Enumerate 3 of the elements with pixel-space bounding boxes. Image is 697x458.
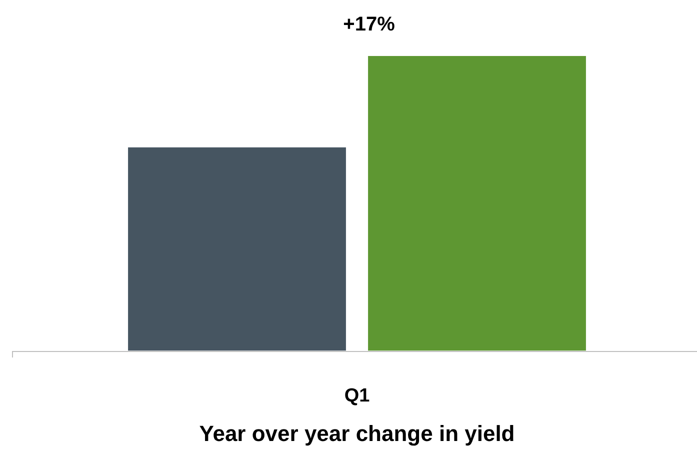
x-axis-title: Q1 [344,385,370,406]
text: +17% [343,14,396,36]
text: Year over year change in yield [199,420,515,446]
